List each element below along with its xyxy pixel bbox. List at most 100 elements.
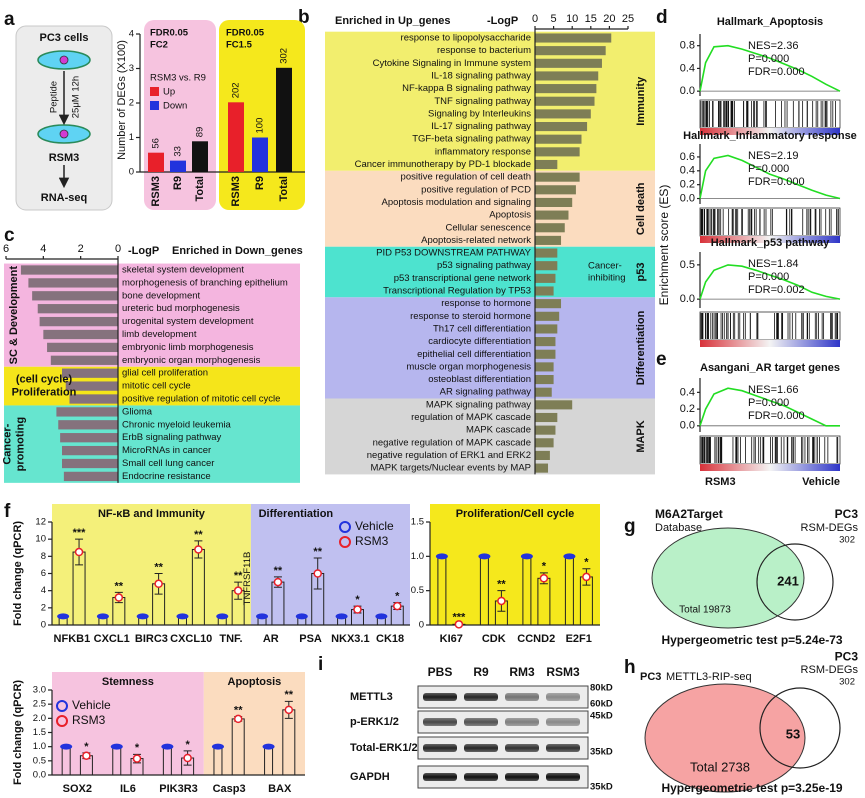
x-tick-label: SOX2 bbox=[63, 783, 92, 795]
category-label: response to steroid hormone bbox=[410, 311, 531, 322]
category-label: MAPK cascade bbox=[466, 425, 531, 436]
rug-frame bbox=[699, 435, 841, 465]
bar bbox=[535, 159, 558, 170]
bar bbox=[535, 400, 573, 410]
blot-strip bbox=[417, 710, 589, 734]
venn-total: Total 2738 bbox=[690, 759, 750, 774]
x-tick-label: 4 bbox=[40, 243, 46, 255]
category-label: limb development bbox=[122, 329, 197, 340]
category-label: positive regulation of cell death bbox=[401, 172, 531, 183]
significance: * bbox=[395, 591, 400, 603]
category-label: NF-kappa B signaling pathway bbox=[402, 83, 531, 94]
x-tick-label: CXCL10 bbox=[170, 633, 212, 645]
y-tick-label: 2.5 bbox=[33, 699, 46, 710]
value-label: 89 bbox=[195, 127, 206, 138]
venn-total: Total 19873 bbox=[679, 605, 731, 616]
significance: ** bbox=[234, 570, 243, 582]
band bbox=[423, 718, 457, 726]
bar bbox=[535, 96, 595, 106]
panel-label: i bbox=[318, 654, 323, 675]
group-label: FC1.5 bbox=[226, 40, 253, 51]
bar bbox=[39, 316, 118, 327]
category-label: negative regulation of ERK1 and ERK2 bbox=[367, 450, 531, 461]
marker-label: 45kD bbox=[590, 711, 613, 722]
bar bbox=[535, 273, 556, 283]
y-tick-label: 0.0 bbox=[680, 420, 695, 432]
significance: ** bbox=[497, 579, 506, 591]
y-tick-label: 2 bbox=[41, 602, 46, 613]
marker-label: 60kD bbox=[590, 699, 613, 710]
y-tick-label: 0.2 bbox=[680, 403, 695, 415]
group-note: Cancer- bbox=[588, 261, 622, 272]
point bbox=[161, 743, 174, 750]
y-axis-label: Number of DEGs (X100) bbox=[116, 40, 128, 160]
band bbox=[505, 693, 539, 701]
bar bbox=[62, 458, 118, 469]
x-tick-label: 6 bbox=[3, 243, 9, 255]
gsea-stat: P=0.000 bbox=[748, 397, 789, 409]
bar bbox=[535, 84, 597, 94]
category-label: osteoblast differentiation bbox=[428, 374, 531, 385]
group-label: FC2 bbox=[150, 40, 168, 51]
marker-label: 35kD bbox=[590, 747, 613, 758]
x-tick-label: AR bbox=[263, 633, 279, 645]
category-label: Apoptosis-related network bbox=[421, 235, 531, 246]
x-tick-label: CK18 bbox=[376, 633, 404, 645]
point bbox=[563, 553, 576, 560]
row-label: METTL3 bbox=[350, 691, 393, 703]
x-tick-label: PIK3R3 bbox=[159, 783, 198, 795]
point bbox=[183, 753, 192, 763]
y-tick-label: 1.0 bbox=[411, 551, 424, 562]
y-tick-label: 0.5 bbox=[680, 259, 695, 271]
point bbox=[114, 593, 124, 602]
bar bbox=[535, 412, 558, 423]
legend-marker bbox=[339, 536, 351, 548]
row-label: Total-ERK1/2 bbox=[350, 742, 418, 754]
group-label: Proliferation/Cell cycle bbox=[456, 508, 575, 520]
category-label: mitotic cell cycle bbox=[122, 381, 191, 392]
gsea-stat: NES=1.66 bbox=[748, 384, 798, 396]
x-tick-label: Total bbox=[194, 176, 206, 201]
x-tick-label: 0 bbox=[532, 13, 538, 25]
bar bbox=[535, 147, 580, 157]
y-tick-label: 10 bbox=[35, 534, 46, 545]
bar bbox=[535, 121, 588, 132]
group-label: promoting bbox=[14, 417, 26, 471]
x-tick-label: PSA bbox=[299, 633, 322, 645]
category-label: IL-18 signaling pathway bbox=[431, 70, 531, 81]
venn-left-subtitle: METTL3-RIP-seq bbox=[666, 671, 752, 683]
category-label: negative regulation of MAPK cascade bbox=[373, 437, 531, 448]
lane-label: PBS bbox=[428, 665, 453, 679]
group-background bbox=[325, 297, 655, 399]
significance: ** bbox=[285, 689, 294, 701]
y-tick-label: 3 bbox=[129, 63, 134, 74]
note: TNFRSF11B bbox=[242, 552, 253, 606]
x-tick-label: 2 bbox=[78, 243, 84, 255]
bar bbox=[63, 471, 118, 482]
bar bbox=[47, 342, 118, 353]
workflow-assay: RNA-seq bbox=[41, 192, 87, 204]
category-label: Signaling by Interleukins bbox=[428, 108, 531, 119]
blot-strip bbox=[417, 685, 589, 709]
category-label: Glioma bbox=[122, 406, 153, 417]
workflow-product: RSM3 bbox=[49, 152, 80, 164]
bar bbox=[192, 141, 208, 172]
category-label: epithelial cell differentiation bbox=[417, 349, 531, 360]
bar bbox=[535, 387, 552, 397]
x-tick-label: 10 bbox=[566, 13, 578, 25]
value-label: 202 bbox=[231, 82, 242, 98]
hypergeometric-test: Hypergeometric test p=5.24e-73 bbox=[661, 633, 842, 647]
gsea-stat: NES=2.19 bbox=[748, 150, 798, 162]
point bbox=[313, 569, 322, 578]
bar bbox=[62, 368, 118, 378]
venn-left bbox=[644, 683, 806, 793]
bar bbox=[62, 445, 118, 456]
group-label: NF-κB and Immunity bbox=[98, 508, 206, 520]
marker-label: 80kD bbox=[590, 683, 613, 694]
point bbox=[435, 553, 448, 560]
point bbox=[216, 613, 229, 620]
point bbox=[57, 613, 70, 620]
bar bbox=[535, 374, 554, 385]
point bbox=[74, 547, 84, 557]
blot-strip bbox=[417, 765, 589, 789]
